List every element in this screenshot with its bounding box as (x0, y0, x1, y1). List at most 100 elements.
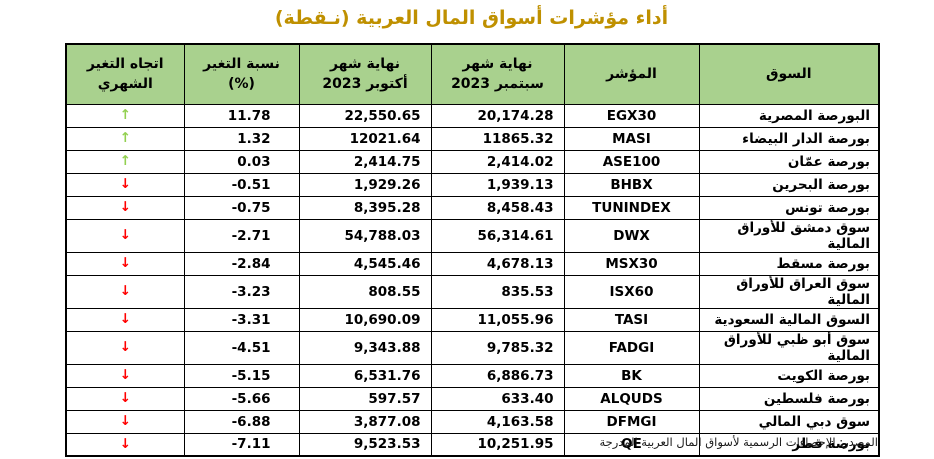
october-value: 4,545.46 (298, 251, 432, 276)
september-value: 8,458.43 (430, 195, 565, 220)
percent-change-value: -0.51 (183, 172, 300, 197)
september-value: 11,055.96 (430, 307, 565, 332)
percent-change-value: -7.11 (183, 432, 300, 457)
september-value: 633.40 (430, 386, 565, 411)
trend-down-arrow-icon: ↓ (65, 195, 185, 220)
september-value: 20,174.28 (430, 103, 565, 128)
percent-change-value: -3.31 (183, 307, 300, 332)
index-ticker: MSX30 (563, 251, 700, 276)
table-row: بورصة الكويت BK 6,886.73 6,531.76 -5.15 ↓ (65, 363, 880, 388)
table-row: سوق دمشق للأوراق المالية DWX 56,314.61 54,7… (65, 218, 880, 253)
index-ticker: TUNINDEX (563, 195, 700, 220)
market-name: بورصة تونس (698, 195, 880, 220)
table-row: البورصة المصرية EGX30 20,174.28 22,550.65 11… (65, 103, 880, 128)
percent-change-value: -5.66 (183, 386, 300, 411)
index-ticker: ISX60 (563, 274, 700, 309)
table-row: بورصة فلسطين ALQUDS 633.40 597.57 -5.66 ↓ (65, 386, 880, 411)
index-ticker: EGX30 (563, 103, 700, 128)
market-name: بورصة قطر (698, 432, 880, 457)
percent-change-value: 0.03 (183, 149, 300, 174)
market-name: بورصة الكويت (698, 363, 880, 388)
percent-change-value: -2.71 (183, 218, 300, 253)
table-row: سوق أبو ظبي للأوراق المالية FADGI 9,785.32… (65, 330, 880, 365)
market-name: بورصة مسقط (698, 251, 880, 276)
october-value: 9,343.88 (298, 330, 432, 365)
percent-change-value: -5.15 (183, 363, 300, 388)
market-name: سوق أبو ظبي للأوراق المالية (698, 330, 880, 365)
september-value: 4,678.13 (430, 251, 565, 276)
index-ticker: DFMGI (563, 409, 700, 434)
table-row: سوق دبي المالي DFMGI 4,163.58 3,877.08 -6.88… (65, 409, 880, 434)
trend-up-arrow-icon: ↑ (65, 149, 185, 174)
percent-change-value: -2.84 (183, 251, 300, 276)
trend-down-arrow-icon: ↓ (65, 363, 185, 388)
trend-down-arrow-icon: ↓ (65, 330, 185, 365)
october-value: 1,929.26 (298, 172, 432, 197)
trend-up-arrow-icon: ↑ (65, 126, 185, 151)
october-value: 54,788.03 (298, 218, 432, 253)
october-value: 597.57 (298, 386, 432, 411)
september-value: 11865.32 (430, 126, 565, 151)
col-header-market: السوق (698, 43, 880, 105)
october-value: 8,395.28 (298, 195, 432, 220)
index-ticker: DWX (563, 218, 700, 253)
col-header-october-end: نهاية شهر أكتوبر 2023 (298, 43, 432, 105)
table-row: بورصة تونس TUNINDEX 8,458.43 8,395.28 -0.75 ↓ (65, 195, 880, 220)
market-name: السوق المالية السعودية (698, 307, 880, 332)
market-name: بورصة الدار البيضاء (698, 126, 880, 151)
index-ticker: BHBX (563, 172, 700, 197)
market-name: سوق دبي المالي (698, 409, 880, 434)
percent-change-value: -0.75 (183, 195, 300, 220)
october-value: 808.55 (298, 274, 432, 309)
trend-down-arrow-icon: ↓ (65, 274, 185, 309)
september-value: 10,251.95 (430, 432, 565, 457)
october-value: 10,690.09 (298, 307, 432, 332)
percent-change-value: -3.23 (183, 274, 300, 309)
trend-down-arrow-icon: ↓ (65, 409, 185, 434)
page-title: أداء مؤشرات أسواق المال العربية (نـقطة) (274, 7, 669, 29)
september-value: 4,163.58 (430, 409, 565, 434)
percent-change-value: 11.78 (183, 103, 300, 128)
percent-change-value: -4.51 (183, 330, 300, 365)
market-name: بورصة البحرين (698, 172, 880, 197)
market-name: البورصة المصرية (698, 103, 880, 128)
col-header-percent-change: نسبة التغير (%) (183, 43, 300, 105)
col-header-monthly-trend: اتجاه التغير الشهري (65, 43, 185, 105)
trend-down-arrow-icon: ↓ (65, 172, 185, 197)
index-ticker: BK (563, 363, 700, 388)
table-row: بورصة قطر QE 10,251.95 9,523.53 -7.11 ↓ (65, 432, 880, 457)
percent-change-value: 1.32 (183, 126, 300, 151)
percent-change-value: -6.88 (183, 409, 300, 434)
september-value: 56,314.61 (430, 218, 565, 253)
arab-markets-performance-table: السوق المؤشر نهاية شهر سبتمبر 2023 نهاية… (65, 43, 880, 457)
table-row: بورصة البحرين BHBX 1,939.13 1,929.26 -0.51 ↓ (65, 172, 880, 197)
table-row: السوق المالية السعودية TASI 11,055.96 10,69… (65, 307, 880, 332)
table-row: سوق العراق للأوراق المالية ISX60 835.53 808… (65, 274, 880, 309)
september-value: 2,414.02 (430, 149, 565, 174)
october-value: 9,523.53 (298, 432, 432, 457)
trend-down-arrow-icon: ↓ (65, 386, 185, 411)
market-name: سوق العراق للأوراق المالية (698, 274, 880, 309)
index-ticker: ALQUDS (563, 386, 700, 411)
september-value: 1,939.13 (430, 172, 565, 197)
index-ticker: FADGI (563, 330, 700, 365)
market-name: بورصة فلسطين (698, 386, 880, 411)
header-row: السوق المؤشر نهاية شهر سبتمبر 2023 نهاية… (65, 43, 880, 105)
trend-down-arrow-icon: ↓ (65, 307, 185, 332)
september-value: 9,785.32 (430, 330, 565, 365)
table-row: بورصة مسقط MSX30 4,678.13 4,545.46 -2.84 ↓ (65, 251, 880, 276)
index-ticker: ASE100 (563, 149, 700, 174)
september-value: 835.53 (430, 274, 565, 309)
october-value: 3,877.08 (298, 409, 432, 434)
table-row: بورصة الدار البيضاء MASI 11865.32 12021.64 1… (65, 126, 880, 151)
col-header-index: المؤشر (563, 43, 700, 105)
index-ticker: MASI (563, 126, 700, 151)
trend-down-arrow-icon: ↓ (65, 251, 185, 276)
october-value: 22,550.65 (298, 103, 432, 128)
source-note: المصدر: الإحصاءات الرسمية لأسواق المال ا… (599, 435, 878, 449)
september-value: 6,886.73 (430, 363, 565, 388)
trend-up-arrow-icon: ↑ (65, 103, 185, 128)
index-ticker: QE (563, 432, 700, 457)
trend-down-arrow-icon: ↓ (65, 218, 185, 253)
trend-down-arrow-icon: ↓ (65, 432, 185, 457)
